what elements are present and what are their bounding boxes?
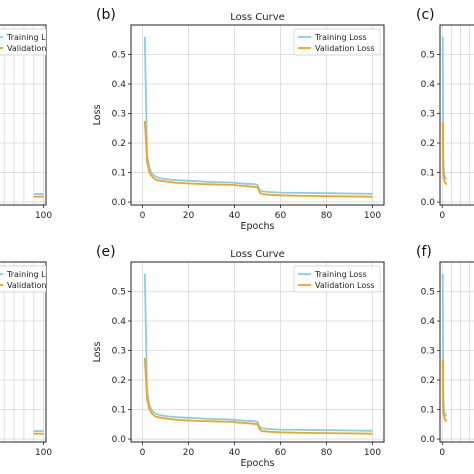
x-tick-label: 100 xyxy=(35,211,52,221)
panel-4: 100 Training Loss Validation Loss xyxy=(0,261,67,458)
y-tick-label: 0.4 xyxy=(112,80,127,90)
series-line-training-loss xyxy=(143,273,373,432)
grid xyxy=(131,262,384,442)
panel-label: (f) xyxy=(416,244,432,260)
x-tick-label: 20 xyxy=(183,211,195,221)
panel-label: (e) xyxy=(96,244,116,260)
x-tick-label: 80 xyxy=(321,448,333,458)
legend: Training Loss Validation Loss xyxy=(293,265,381,293)
x-tick-label: 40 xyxy=(229,448,241,458)
y-tick-label: 0.0 xyxy=(112,198,127,208)
legend-entry: Validation Loss xyxy=(315,281,375,290)
legend-box xyxy=(0,28,46,56)
series-line-validation-loss xyxy=(441,122,448,186)
axes-frame xyxy=(130,24,385,206)
grid xyxy=(131,25,384,205)
y-tick-label: 0.5 xyxy=(421,51,435,61)
y-axis-label: Loss xyxy=(92,105,103,126)
y-tick-label: 0.1 xyxy=(421,169,435,179)
y-tick-label: 0.4 xyxy=(421,317,436,327)
panel-label: (c) xyxy=(416,7,435,23)
y-tick-label: 0.0 xyxy=(112,435,127,445)
y-tick-label: 0.3 xyxy=(112,110,126,120)
x-tick-label: 40 xyxy=(229,211,241,221)
x-tick-label: 0 xyxy=(140,211,146,221)
legend-entry: Training Loss xyxy=(6,33,59,42)
y-tick-label: 0.2 xyxy=(421,376,435,386)
legend-entry: Training Loss xyxy=(6,270,59,279)
panel-label: (b) xyxy=(96,7,116,23)
x-tick-label: 100 xyxy=(364,448,381,458)
y-tick-label: 0.5 xyxy=(112,51,126,61)
y-tick-label: 0.4 xyxy=(421,80,436,90)
grid xyxy=(0,262,46,442)
axes-frame xyxy=(130,261,385,443)
legend-entry: Training Loss xyxy=(314,270,367,279)
panel-1: 100 Training Loss Validation Loss xyxy=(0,24,67,221)
legend-entry: Validation Loss xyxy=(7,44,67,53)
series-line-validation-loss xyxy=(441,359,448,423)
x-axis-label: Epochs xyxy=(240,458,274,469)
y-tick-label: 0.2 xyxy=(112,376,126,386)
panel-2: 0 20 40 60 80 100 0.0 0.1 0.2 0.3 0.4 0.5 Loss Curve… xyxy=(92,7,385,232)
legend-box xyxy=(0,265,46,293)
y-tick-label: 0.5 xyxy=(421,288,435,298)
chart-title: Loss Curve xyxy=(230,12,285,23)
legend-entry: Validation Loss xyxy=(315,44,375,53)
y-tick-label: 0.5 xyxy=(112,288,126,298)
y-tick-label: 0.0 xyxy=(421,435,436,445)
y-tick-label: 0.3 xyxy=(421,347,435,357)
x-axis-label: Epochs xyxy=(240,221,274,232)
series-line-validation-loss xyxy=(143,357,373,435)
x-tick-label: 0 xyxy=(439,211,445,221)
axes-frame xyxy=(439,24,474,206)
x-tick-label: 100 xyxy=(35,448,52,458)
x-tick-label: 80 xyxy=(321,211,333,221)
y-tick-label: 0.0 xyxy=(421,198,436,208)
x-tick-label: 100 xyxy=(364,211,381,221)
series-line-validation-loss xyxy=(143,120,373,198)
y-tick-label: 0.1 xyxy=(112,406,126,416)
legend: Training Loss Validation Loss xyxy=(293,28,381,56)
y-axis-label: Loss xyxy=(92,342,103,363)
y-tick-label: 0.1 xyxy=(112,169,126,179)
axes-frame xyxy=(0,261,47,443)
y-tick-label: 0.3 xyxy=(421,110,435,120)
y-tick-label: 0.2 xyxy=(421,139,435,149)
panel-3: 00.0 0.1 0.2 0.3 0.4 0.5 (c) xyxy=(416,7,474,221)
legend-box xyxy=(293,265,381,293)
legend-entry: Validation Loss xyxy=(7,281,67,290)
y-tick-label: 0.4 xyxy=(112,317,127,327)
y-tick-label: 0.3 xyxy=(112,347,126,357)
x-tick-label: 20 xyxy=(183,448,195,458)
axes-frame xyxy=(0,24,47,206)
x-tick-label: 0 xyxy=(140,448,146,458)
x-tick-label: 0 xyxy=(439,448,445,458)
y-tick-label: 0.1 xyxy=(421,406,435,416)
legend: Training Loss Validation Loss xyxy=(0,28,67,56)
y-tick-label: 0.2 xyxy=(112,139,126,149)
series-line-training-loss xyxy=(143,36,373,195)
legend-entry: Training Loss xyxy=(314,33,367,42)
panel-6: 00.0 0.1 0.2 0.3 0.4 0.5 (f) xyxy=(416,244,474,458)
x-tick-label: 60 xyxy=(275,448,287,458)
axes-frame xyxy=(439,261,474,443)
panel-5: 0 20 40 60 80 100 0.0 0.1 0.2 0.3 0.4 0.5 Loss Curve… xyxy=(92,244,385,469)
legend: Training Loss Validation Loss xyxy=(0,265,67,293)
x-tick-label: 60 xyxy=(275,211,287,221)
legend-box xyxy=(293,28,381,56)
chart-title: Loss Curve xyxy=(230,249,285,260)
